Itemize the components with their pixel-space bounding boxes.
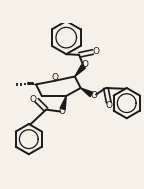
Polygon shape	[60, 96, 66, 110]
Text: O: O	[106, 101, 113, 110]
Polygon shape	[75, 65, 86, 77]
Text: O: O	[58, 107, 65, 116]
Polygon shape	[81, 88, 93, 97]
Text: O: O	[52, 73, 59, 82]
Text: O: O	[93, 47, 100, 56]
Text: O: O	[82, 60, 88, 69]
Text: O: O	[91, 91, 97, 100]
Text: O: O	[29, 95, 36, 104]
